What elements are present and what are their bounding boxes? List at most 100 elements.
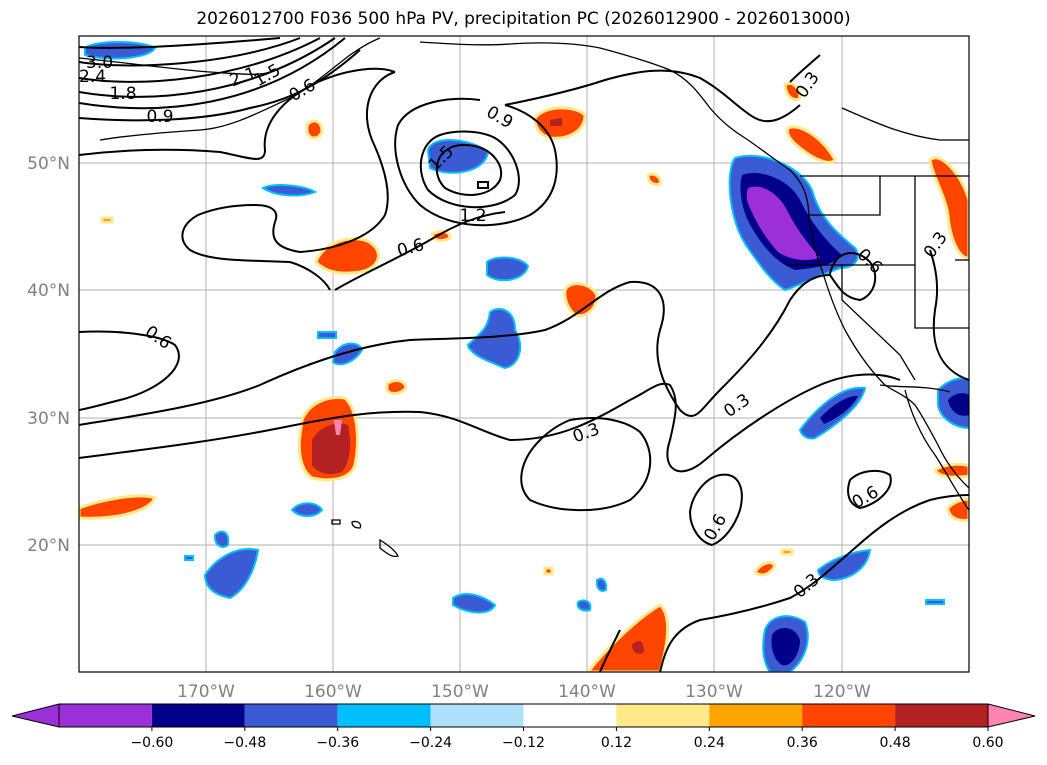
precip-area <box>783 82 802 101</box>
precip-area <box>543 566 554 576</box>
colorbar-bin <box>523 704 617 727</box>
precip-area <box>786 125 837 164</box>
coastline-hawaii-small <box>331 519 341 525</box>
pv-contour-0.6-north <box>79 67 396 160</box>
precip-core <box>746 186 820 260</box>
colorbar-bin <box>244 704 338 727</box>
pv-contour-0.3-closed <box>520 417 652 512</box>
border-ca-nv <box>841 265 916 381</box>
map-frame <box>78 35 970 673</box>
pv-contour-0.6-small <box>847 469 892 510</box>
pv-contour-0.3-sw <box>599 629 621 672</box>
coastlines <box>79 37 969 558</box>
lon-tick-labels: 170°W 160°W 150°W 140°W 130°W 120°W <box>177 682 871 702</box>
colorbar-tick-label: −0.12 <box>502 735 545 751</box>
precip-area <box>646 172 662 186</box>
pv-contour-0.6-closed <box>688 473 743 547</box>
contour-label: 0.9 <box>146 107 173 127</box>
colorbar-tick-label: −0.60 <box>130 735 173 751</box>
precip-area <box>305 119 324 140</box>
pv-contour-0.6-east <box>829 252 877 302</box>
coastline-aleutians <box>79 57 271 75</box>
pv-contour-0.3-south <box>659 494 969 672</box>
pv-contour-1.5 <box>79 37 346 110</box>
lat-tick-label: 40°N <box>27 281 70 301</box>
precip-area <box>563 282 599 318</box>
coastline-aleutian-chain <box>99 37 381 141</box>
precip-area <box>925 599 945 605</box>
pv-contour-1.8 <box>79 37 336 98</box>
map-title: 2026012700 F036 500 hPa PV, precipitatio… <box>196 9 851 29</box>
precip-area <box>816 548 872 582</box>
precip-area <box>385 379 408 395</box>
pv-contour-0.9-east <box>504 69 801 123</box>
pv-contour-0.9 <box>79 49 361 122</box>
colorbar-bin <box>802 704 896 727</box>
lon-tick-label: 170°W <box>177 682 235 702</box>
colorbar-tick-label: 0.36 <box>787 735 818 751</box>
precip-area <box>595 577 608 592</box>
pv-contour-0.3-east <box>929 249 969 381</box>
precip-area <box>752 561 777 577</box>
lon-tick-label: 130°W <box>685 682 743 702</box>
colorbar-bin <box>895 704 988 727</box>
colorbar-bin <box>616 704 710 727</box>
colorbar-bin <box>430 704 524 727</box>
colorbar-tick-label: −0.48 <box>223 735 266 751</box>
precip-area <box>932 462 969 479</box>
precip-core <box>632 640 644 654</box>
precip-core <box>771 628 800 666</box>
pv-contour-small <box>477 181 489 189</box>
lon-tick-label: 150°W <box>431 682 489 702</box>
pv-contour-1.5-closed <box>435 143 503 196</box>
colorbar-tick-label: 0.60 <box>972 735 1003 751</box>
pv-contour-0.6-sw <box>79 330 180 411</box>
coastline-hawaii-small <box>351 520 362 529</box>
colorbar-tick-label: −0.24 <box>409 735 452 751</box>
colorbar-tick-label: 0.12 <box>601 735 632 751</box>
pv-contour-0.9-closed <box>394 97 558 227</box>
border-wa-or <box>808 176 881 216</box>
precip-area <box>430 229 452 243</box>
border-us-mexico <box>879 384 951 393</box>
colorbar-bin <box>709 704 803 727</box>
lat-tick-label: 50°N <box>27 154 70 174</box>
precip-area <box>452 593 497 614</box>
precip-area <box>928 156 969 260</box>
colorbar-bin <box>59 704 152 727</box>
precip-core <box>820 395 858 424</box>
precip-area <box>100 216 114 224</box>
precip-area <box>946 497 969 522</box>
coastline-hawaii <box>379 538 399 558</box>
colorbar-tick-label: 0.48 <box>880 735 911 751</box>
pv-contour-0.3-central <box>79 373 901 473</box>
precip-core <box>550 118 562 126</box>
colorbar-tick-label: −0.36 <box>316 735 359 751</box>
colorbar: −0.60 −0.48 −0.36 −0.24 −0.12 0.12 0.24 0.36 0.4… <box>11 703 1036 751</box>
contour-label: 1.8 <box>109 84 136 104</box>
lon-tick-label: 120°W <box>813 682 871 702</box>
precip-area <box>317 331 337 339</box>
colorbar-extend-low <box>11 703 60 728</box>
colorbar-tick-label: 0.24 <box>694 735 725 751</box>
precip-area <box>486 256 530 282</box>
colorbar-extend-high <box>987 703 1036 728</box>
precip-area <box>780 548 794 556</box>
lat-tick-label: 20°N <box>27 536 70 556</box>
pv-contour-0.6-mid <box>334 211 506 291</box>
colorbar-bin <box>151 704 245 727</box>
precip-area <box>203 548 260 600</box>
pv-contours <box>79 37 969 672</box>
contour-label: 2.4 <box>79 67 106 87</box>
precipitation-shading <box>79 41 969 672</box>
pv-contour-3.0 <box>79 37 281 49</box>
lon-tick-label: 140°W <box>558 682 616 702</box>
contour-label: 3.0 <box>86 53 113 73</box>
map-plot-area: 2.4 3.0 1.8 2.1 1.5 0.9 0.6 1.5 0.9 1.2 … <box>78 35 970 673</box>
pv-contour-2.1 <box>79 37 321 83</box>
precip-core <box>334 420 342 435</box>
precip-area <box>84 41 157 60</box>
colorbar-bin <box>337 704 431 727</box>
precip-area <box>290 502 324 517</box>
